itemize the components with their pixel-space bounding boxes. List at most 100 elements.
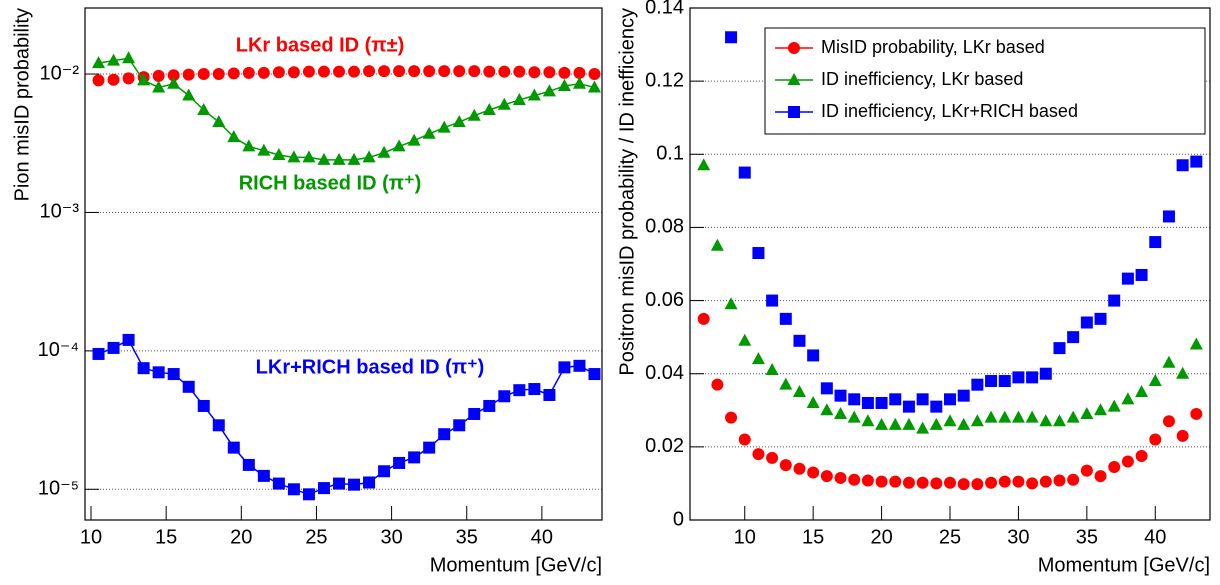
marker xyxy=(483,399,496,412)
x-tick-label: 30 xyxy=(1007,526,1029,548)
marker xyxy=(944,393,956,406)
marker xyxy=(1080,316,1093,329)
marker xyxy=(137,362,150,375)
marker xyxy=(302,150,316,163)
marker xyxy=(834,389,847,402)
marker xyxy=(182,68,195,81)
marker xyxy=(1053,342,1066,355)
marker xyxy=(930,477,943,490)
marker xyxy=(363,65,376,78)
marker xyxy=(957,417,971,430)
marker xyxy=(287,66,300,79)
marker xyxy=(197,68,210,81)
marker xyxy=(197,102,211,115)
marker xyxy=(468,65,481,78)
marker xyxy=(1052,414,1066,427)
marker xyxy=(751,352,765,365)
marker xyxy=(985,375,998,388)
marker xyxy=(1067,473,1080,486)
marker xyxy=(788,42,800,54)
marker xyxy=(1039,414,1053,427)
marker xyxy=(1135,268,1148,281)
marker xyxy=(317,482,330,495)
marker xyxy=(242,139,256,152)
marker xyxy=(1135,450,1148,462)
marker xyxy=(92,74,105,87)
marker xyxy=(792,385,806,397)
y-axis-label: Positron misID probability / ID ineffici… xyxy=(616,8,638,376)
marker xyxy=(1066,410,1080,423)
marker xyxy=(257,143,271,156)
marker xyxy=(1067,331,1080,344)
x-tick-label: 10 xyxy=(80,526,102,548)
marker xyxy=(392,139,406,152)
marker xyxy=(888,417,902,430)
marker xyxy=(152,69,165,82)
marker xyxy=(467,108,481,121)
marker xyxy=(1039,367,1052,380)
marker xyxy=(528,383,541,396)
marker xyxy=(468,407,481,420)
marker xyxy=(834,471,847,484)
y-tick-label: 0 xyxy=(673,508,684,530)
marker xyxy=(573,359,586,372)
marker xyxy=(167,368,180,381)
marker xyxy=(407,133,421,146)
marker xyxy=(765,363,779,376)
marker xyxy=(1162,415,1175,428)
marker xyxy=(1162,355,1176,368)
marker xyxy=(875,475,888,488)
y-tick-label: 0.04 xyxy=(645,362,684,384)
marker xyxy=(1121,392,1135,405)
marker xyxy=(122,333,135,346)
marker xyxy=(332,477,345,490)
x-tick-label: 25 xyxy=(939,526,961,548)
x-tick-label: 20 xyxy=(870,526,892,548)
marker xyxy=(861,414,875,427)
marker xyxy=(807,466,820,479)
y-tick-label: 10⁻⁵ xyxy=(38,478,79,500)
marker xyxy=(212,115,226,128)
marker xyxy=(779,377,793,390)
plot-frame xyxy=(84,7,603,521)
marker xyxy=(902,417,916,430)
legend-box xyxy=(764,27,1206,135)
marker xyxy=(943,414,957,427)
marker xyxy=(971,378,984,391)
plot-frame xyxy=(689,7,1211,521)
marker xyxy=(738,433,751,446)
marker xyxy=(572,76,586,89)
marker xyxy=(984,410,998,423)
marker xyxy=(1176,159,1189,172)
marker xyxy=(998,475,1011,488)
marker xyxy=(957,389,970,402)
y-tick-label: 0.12 xyxy=(645,69,684,91)
x-tick-label: 25 xyxy=(305,526,327,548)
marker xyxy=(766,294,779,307)
marker xyxy=(332,65,345,78)
marker xyxy=(497,97,511,110)
marker xyxy=(1135,385,1149,397)
marker xyxy=(378,465,391,478)
marker xyxy=(347,152,361,165)
marker xyxy=(227,67,240,80)
x-tick-label: 40 xyxy=(531,526,553,548)
marker xyxy=(779,312,792,325)
marker xyxy=(527,88,541,101)
marker xyxy=(834,406,848,419)
marker xyxy=(408,65,421,78)
marker xyxy=(453,419,466,432)
marker xyxy=(272,66,285,79)
marker xyxy=(137,73,151,86)
marker xyxy=(1189,337,1203,350)
marker xyxy=(710,238,724,251)
marker xyxy=(543,66,556,79)
marker xyxy=(1094,470,1107,483)
marker xyxy=(287,483,300,496)
x-tick-label: 10 xyxy=(734,526,756,548)
marker xyxy=(272,148,286,161)
y-tick-label: 0.1 xyxy=(656,143,684,165)
marker xyxy=(1176,429,1189,442)
y-tick-label: 10⁻² xyxy=(40,62,80,84)
